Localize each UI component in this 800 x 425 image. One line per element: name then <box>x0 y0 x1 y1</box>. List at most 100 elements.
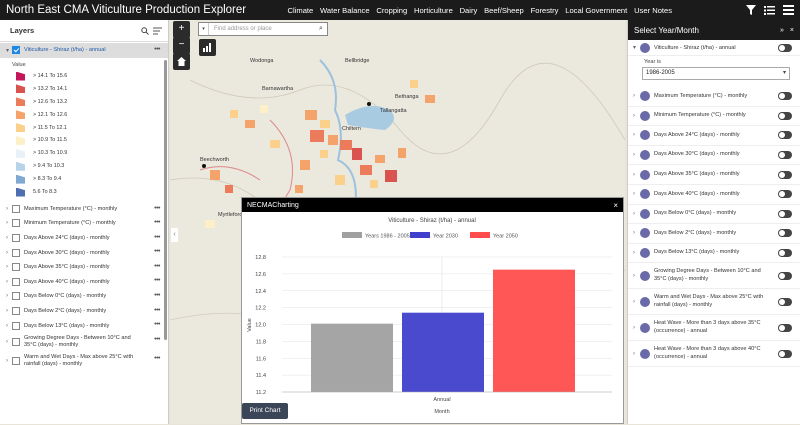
layer-checkbox[interactable] <box>12 233 20 242</box>
collapse-all-icon[interactable]: » <box>780 26 784 34</box>
chevron-right-icon[interactable]: › <box>6 249 8 256</box>
layer-toggle[interactable] <box>778 323 792 332</box>
chevron-right-icon[interactable]: › <box>633 272 635 279</box>
layer-toggle[interactable] <box>778 43 792 52</box>
chevron-right-icon[interactable]: › <box>633 324 635 331</box>
layer-checkbox[interactable] <box>12 219 20 228</box>
layer-toggle[interactable] <box>778 131 792 140</box>
year-month-row[interactable]: › Warm and Wet Days - Max above 25°C with… <box>628 289 800 316</box>
layer-item[interactable]: › Days Above 40°C (days) - monthly ••• <box>0 274 168 289</box>
close-icon[interactable]: × <box>789 26 794 34</box>
zoom-out-button[interactable]: − <box>173 37 190 54</box>
year-month-row[interactable]: › Days Below 0°C (days) - monthly <box>628 205 800 225</box>
chevron-right-icon[interactable]: › <box>6 338 8 345</box>
layer-checkbox[interactable] <box>12 248 20 257</box>
layer-checkbox[interactable] <box>12 204 20 213</box>
layer-checkbox[interactable] <box>12 46 20 55</box>
layer-item[interactable]: › Days Above 30°C (days) - monthly ••• <box>0 245 168 260</box>
layer-toggle[interactable] <box>778 111 792 120</box>
year-month-row[interactable]: › Minimum Temperature (°C) - monthly <box>628 107 800 127</box>
chevron-right-icon[interactable]: › <box>6 278 8 285</box>
layer-item[interactable]: › Days Below 0°C (days) - monthly ••• <box>0 289 168 304</box>
chevron-right-icon[interactable]: › <box>6 357 8 364</box>
nav-item-beef-sheep[interactable]: Beef/Sheep <box>484 5 524 15</box>
chevron-right-icon[interactable]: › <box>633 298 635 305</box>
year-month-row[interactable]: › Days Below 13°C (days) - monthly <box>628 244 800 264</box>
chevron-right-icon[interactable]: › <box>633 171 635 178</box>
chevron-right-icon[interactable]: › <box>6 307 8 314</box>
year-month-row[interactable]: › Maximum Temperature (°C) - monthly <box>628 87 800 107</box>
layer-item[interactable]: › Minimum Temperature (°C) - monthly ••• <box>0 216 168 231</box>
layer-item[interactable]: › Growing Degree Days - Between 10°C and 3… <box>0 333 168 352</box>
layer-list-icon[interactable] <box>783 5 794 15</box>
chevron-right-icon[interactable]: › <box>6 293 8 300</box>
layer-item[interactable]: › Days Below 13°C (days) - monthly ••• <box>0 318 168 333</box>
layer-checkbox[interactable] <box>12 306 20 315</box>
layer-item-viticulture[interactable]: ▾ Viticulture - Shiraz (t/ha) - annual •… <box>0 43 168 58</box>
layer-toggle[interactable] <box>778 271 792 280</box>
chevron-right-icon[interactable]: › <box>633 230 635 237</box>
chevron-right-icon[interactable]: › <box>633 191 635 198</box>
list-icon[interactable] <box>764 5 775 15</box>
chart-tool-button[interactable] <box>199 39 216 56</box>
chevron-right-icon[interactable]: › <box>6 322 8 329</box>
chevron-right-icon[interactable]: › <box>633 112 635 119</box>
layer-item[interactable]: › Maximum Temperature (°C) - monthly ••• <box>0 202 168 217</box>
layer-checkbox[interactable] <box>12 357 20 366</box>
more-icon[interactable]: ••• <box>154 262 160 270</box>
chevron-right-icon[interactable]: › <box>6 220 8 227</box>
nav-item-user-notes[interactable]: User Notes <box>634 5 673 15</box>
home-button[interactable] <box>173 53 190 70</box>
chevron-right-icon[interactable]: › <box>633 350 635 357</box>
layer-checkbox[interactable] <box>12 263 20 272</box>
layer-item[interactable]: › Days Above 24°C (days) - monthly ••• <box>0 231 168 246</box>
layers-scrollbar[interactable] <box>164 60 167 340</box>
year-month-row[interactable]: › Growing Degree Days - Between 10°C and 3… <box>628 263 800 290</box>
layer-item[interactable]: › Days Above 35°C (days) - monthly ••• <box>0 260 168 275</box>
close-icon[interactable]: × <box>613 200 618 210</box>
search-bar[interactable]: ▾ Find address or place ⌕ <box>198 22 328 36</box>
year-month-row[interactable]: › Heat Wave - More than 3 days above 35°C… <box>628 315 800 342</box>
nav-item-water-balance[interactable]: Water Balance <box>320 5 370 15</box>
collapse-panel-button[interactable]: ‹ <box>171 228 178 242</box>
layer-toggle[interactable] <box>778 190 792 199</box>
year-month-row[interactable]: › Days Above 40°C (days) - monthly <box>628 185 800 205</box>
nav-item-forestry[interactable]: Forestry <box>530 5 559 15</box>
nav-item-dairy[interactable]: Dairy <box>459 5 478 15</box>
chevron-right-icon[interactable]: › <box>6 264 8 271</box>
more-icon[interactable]: ••• <box>154 248 160 256</box>
nav-item-cropping[interactable]: Cropping <box>376 5 408 15</box>
year-month-row[interactable]: › Heat Wave - More than 3 days above 40°C… <box>628 341 800 368</box>
year-month-row[interactable]: › Days Above 24°C (days) - monthly <box>628 126 800 146</box>
layer-toggle[interactable] <box>778 297 792 306</box>
year-select[interactable]: 1986-2005 <box>642 67 790 80</box>
chevron-right-icon[interactable]: › <box>6 234 8 241</box>
search-icon[interactable] <box>141 26 149 35</box>
search-source-dropdown[interactable]: ▾ <box>199 23 209 35</box>
more-icon[interactable]: ••• <box>154 277 160 285</box>
nav-item-local-government[interactable]: Local Government <box>565 5 628 15</box>
layer-item[interactable]: › Warm and Wet Days - Max above 25°C with… <box>0 352 168 371</box>
layer-checkbox[interactable] <box>12 321 20 330</box>
more-icon[interactable]: ••• <box>154 335 160 343</box>
search-icon[interactable]: ⌕ <box>319 25 323 32</box>
print-chart-button[interactable]: Print Chart <box>242 403 288 419</box>
search-input[interactable]: Find address or place <box>214 26 272 32</box>
year-month-row-active[interactable]: ▾ Viticulture - Shiraz (t/ha) - annual <box>628 40 800 56</box>
layer-checkbox[interactable] <box>12 277 20 286</box>
chevron-right-icon[interactable]: › <box>633 132 635 139</box>
nav-item-climate[interactable]: Climate <box>287 5 314 15</box>
chevron-right-icon[interactable]: › <box>633 250 635 257</box>
more-icon[interactable]: ••• <box>154 204 160 212</box>
more-icon[interactable]: ••• <box>154 292 160 300</box>
chevron-down-icon[interactable]: ▾ <box>6 47 10 54</box>
more-icon[interactable]: ••• <box>154 46 160 53</box>
layer-toggle[interactable] <box>778 170 792 179</box>
more-icon[interactable]: ••• <box>154 306 160 314</box>
layer-checkbox[interactable] <box>12 338 20 347</box>
nav-item-horticulture[interactable]: Horticulture <box>413 5 453 15</box>
layer-toggle[interactable] <box>778 249 792 258</box>
more-icon[interactable]: ••• <box>154 321 160 329</box>
chevron-right-icon[interactable]: › <box>6 205 8 212</box>
options-icon[interactable] <box>153 27 162 35</box>
